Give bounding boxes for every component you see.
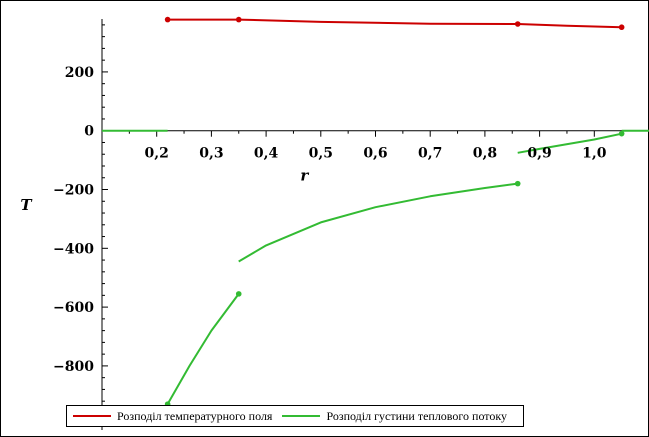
x-tick-label: 0,9: [527, 146, 551, 162]
series-line: [238, 182, 518, 263]
data-point: [514, 21, 521, 27]
series-layer: [102, 16, 649, 407]
x-tick-label: 0,2: [145, 146, 169, 162]
x-tick-label: 0,4: [254, 146, 279, 162]
series-line: [517, 23, 622, 29]
y-tick-label: −400: [53, 241, 94, 257]
data-point: [235, 291, 242, 297]
y-tick-label: 0: [84, 124, 94, 140]
y-tick-label: −600: [53, 300, 94, 316]
legend-item-heat-flux: Розподіл густини теплового потоку: [282, 409, 507, 424]
series-line: [517, 132, 622, 154]
x-tick-label: 1,0: [582, 146, 607, 162]
x-tick-label: 0,7: [418, 146, 442, 162]
series-line: [166, 293, 240, 405]
series-temperature: [164, 16, 625, 31]
data-point: [164, 16, 171, 23]
legend-item-temperature: Розподіл температурного поля: [73, 409, 272, 424]
series-heat-flux: [102, 129, 649, 407]
data-point: [618, 24, 625, 31]
legend: Розподіл температурного поля Розподіл гу…: [66, 405, 525, 427]
x-tick-label: 0,3: [199, 146, 223, 162]
series-line: [167, 18, 518, 25]
y-tick-label: −200: [53, 183, 94, 199]
axes: [101, 19, 649, 430]
data-point: [235, 16, 242, 23]
legend-swatch-temperature: [73, 415, 111, 417]
legend-label-heat-flux: Розподіл густини теплового потоку: [326, 408, 508, 423]
y-tick-label: −800: [53, 359, 94, 375]
y-axis-title: T: [20, 196, 33, 214]
x-axis-title: r: [300, 167, 309, 185]
data-point: [514, 180, 521, 187]
x-tick-label: 0,6: [363, 146, 387, 162]
data-point: [618, 130, 625, 137]
legend-swatch-heat-flux: [282, 415, 321, 417]
x-tick-label: 0,5: [309, 146, 333, 162]
x-tick-label: 0,8: [473, 146, 497, 162]
y-tick-label: 200: [65, 65, 94, 81]
labels-layer: 0,2 0,3 0,4 0,5 0,6 0,7 0,8 0,9 1,0 200 0 −200 −400 −…: [20, 65, 606, 375]
legend-label-temperature: Розподіл температурного поля: [117, 408, 273, 423]
